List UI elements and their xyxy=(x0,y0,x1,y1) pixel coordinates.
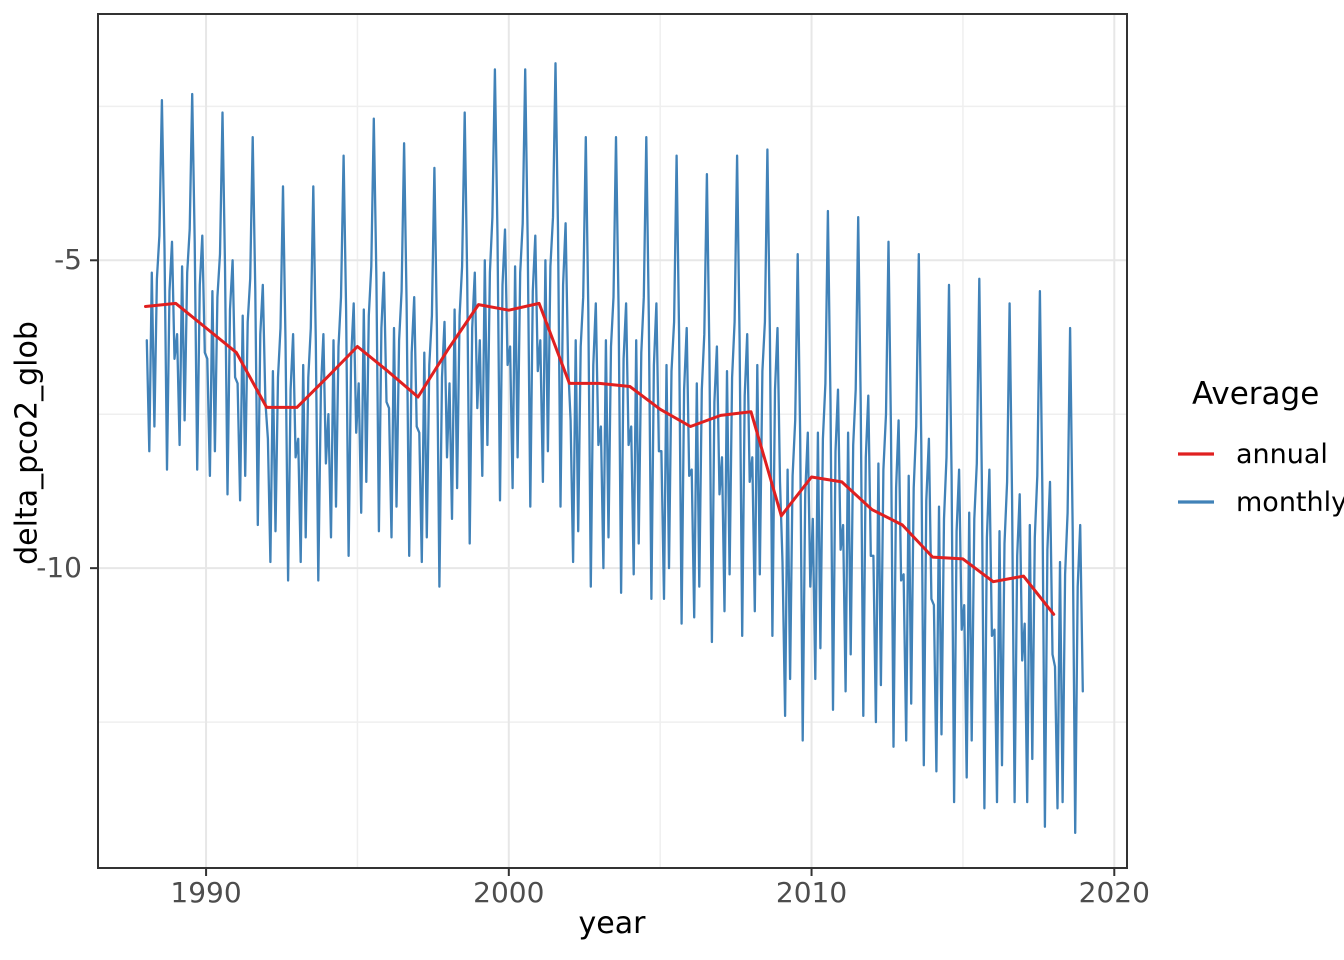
y-tick-label--10: -10 xyxy=(36,551,82,585)
legend-key-monthly-line xyxy=(1178,500,1214,504)
y-tick-label--5: -5 xyxy=(54,243,82,277)
x-axis-title: year xyxy=(578,906,646,941)
x-tick-label-2010: 2010 xyxy=(775,876,848,909)
x-tick-label-2000: 2000 xyxy=(473,876,545,909)
y-axis-title: delta_pco2_glob xyxy=(9,321,45,565)
legend-key-annual-line xyxy=(1178,452,1214,456)
legend-item-monthly: monthly xyxy=(1177,478,1344,526)
legend-label-annual: annual xyxy=(1236,438,1328,470)
legend: Average annual monthly xyxy=(1177,376,1344,526)
legend-label-monthly: monthly xyxy=(1236,486,1344,518)
legend-title: Average xyxy=(1192,376,1320,412)
x-tick-label-2020: 2020 xyxy=(1078,876,1150,909)
legend-item-annual: annual xyxy=(1177,430,1344,478)
x-tick-label-1990: 1990 xyxy=(170,876,242,909)
